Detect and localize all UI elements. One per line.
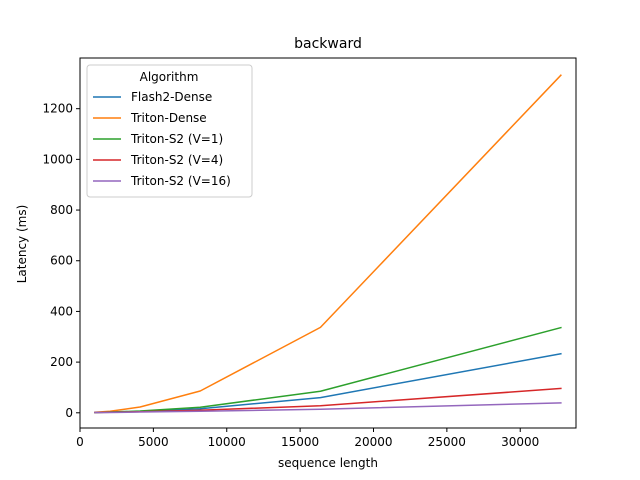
- x-axis-ticks: 0 5000 10000 15000 20000 25000 30000: [76, 428, 539, 449]
- y-axis-label: Latency (ms): [15, 205, 29, 284]
- x-tick-label: 20000: [354, 435, 392, 449]
- x-tick-label: 10000: [208, 435, 246, 449]
- series-lines: [94, 74, 562, 414]
- legend-entry-label: Triton-S2 (V=4): [130, 153, 223, 167]
- x-tick-label: 0: [76, 435, 84, 449]
- axes-frame: [79, 57, 577, 429]
- y-tick-label: 200: [50, 355, 73, 369]
- legend-entry-label: Triton-S2 (V=16): [130, 174, 231, 188]
- y-tick-label: 800: [50, 203, 73, 217]
- x-tick-label: 30000: [501, 435, 539, 449]
- legend-entry-label: Triton-S2 (V=1): [130, 132, 223, 146]
- legend-entries: Flash2-Dense Triton-Dense Triton-S2 (V=1) T…: [93, 90, 231, 188]
- series-line-4: [94, 402, 562, 414]
- x-tick-label: 15000: [281, 435, 319, 449]
- y-tick-label: 1000: [42, 152, 73, 166]
- y-tick-label: 1200: [42, 102, 73, 116]
- y-tick-label: 600: [50, 254, 73, 268]
- x-tick-label: 25000: [428, 435, 466, 449]
- x-axis-label: sequence length: [278, 456, 378, 470]
- legend: Algorithm Flash2-Dense Triton-Dense Triton…: [86, 64, 253, 198]
- x-tick-label: 5000: [138, 435, 169, 449]
- legend-box: [86, 64, 253, 198]
- y-tick-label: 0: [65, 406, 73, 420]
- y-tick-label: 400: [50, 304, 73, 318]
- legend-entry-label: Triton-Dense: [130, 111, 207, 125]
- chart-title: backward: [294, 36, 362, 52]
- legend-entry-label: Flash2-Dense: [131, 90, 212, 104]
- legend-title: Algorithm: [140, 70, 199, 84]
- y-axis-ticks: 0 200 400 600 800 1000 1200: [42, 102, 80, 420]
